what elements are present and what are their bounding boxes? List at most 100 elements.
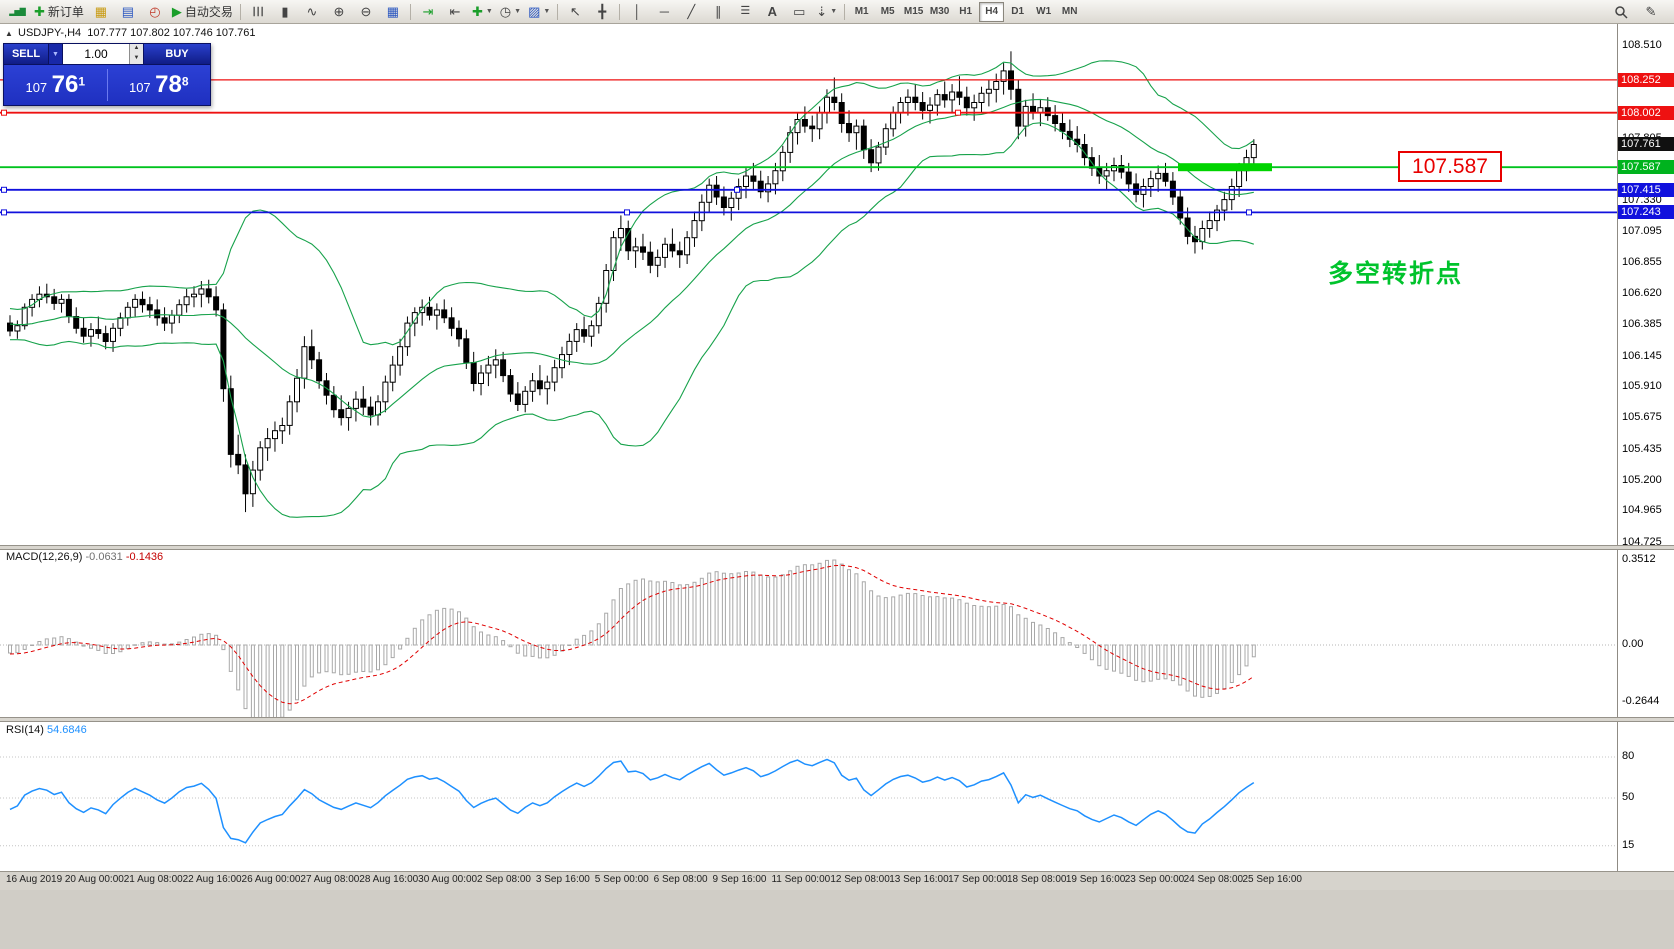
app-chart-icon[interactable]: ▂▅▇ <box>9 7 26 16</box>
templates-icon[interactable]: ▨ ▼ <box>528 4 551 19</box>
macd-label: MACD(12,26,9) -0.0631 -0.1436 <box>6 551 164 563</box>
candle-body <box>470 362 477 384</box>
separator <box>409 3 411 20</box>
macd-bar <box>766 576 771 646</box>
timeframe-h1[interactable]: H1 <box>959 6 973 17</box>
highlight-segment[interactable] <box>1178 163 1272 172</box>
buy-price[interactable]: 107 788 <box>128 71 189 98</box>
macd-bar <box>501 640 506 646</box>
label-tool-icon[interactable]: ▭ <box>793 4 806 19</box>
macd-bar <box>324 644 329 673</box>
bar-chart-type-icon[interactable]: ☰ <box>250 5 266 18</box>
macd-bar <box>876 595 881 646</box>
time-axis[interactable] <box>0 871 1674 891</box>
candle-body <box>433 309 440 316</box>
chart-shift-icon[interactable]: ⇤ <box>449 4 461 19</box>
lot-size-input[interactable] <box>63 44 129 64</box>
timeframe-h4[interactable]: H4 <box>979 1 1005 22</box>
lot-stepper[interactable]: ▲ ▼ <box>129 44 144 64</box>
macd-bar <box>464 617 469 646</box>
search-icon[interactable] <box>1608 2 1634 22</box>
auto-scroll-icon[interactable]: ⇥ <box>422 4 434 19</box>
macd-bar <box>699 577 704 646</box>
candle-body <box>559 354 565 369</box>
line-handle[interactable] <box>624 209 630 216</box>
channel-tool-icon[interactable]: ∥ <box>715 4 722 19</box>
chevron-down-icon: ▼ <box>830 8 838 15</box>
candle-body <box>7 322 13 332</box>
timeframe-w1[interactable]: W1 <box>1036 6 1052 17</box>
line-handle[interactable] <box>734 186 740 193</box>
line-handle[interactable] <box>1 109 7 116</box>
one-click-collapse-icon[interactable]: ▲ <box>5 29 13 38</box>
pane-splitter-macd[interactable] <box>0 545 1674 550</box>
candle-body <box>971 102 978 109</box>
macd-bar <box>140 642 145 646</box>
candle-body <box>949 91 956 101</box>
crosshair-tool-icon[interactable]: ╋ <box>598 4 607 19</box>
market-watch-icon[interactable]: ◴ <box>149 4 161 19</box>
separator <box>557 3 559 20</box>
indicators-icon[interactable]: ✚ ▼ <box>471 4 493 19</box>
stepper-up-icon[interactable]: ▲ <box>133 45 140 51</box>
candle-body <box>73 316 80 329</box>
profiles-icon[interactable]: ▤ <box>121 4 135 19</box>
line-handle[interactable] <box>1 186 7 193</box>
candle-body <box>146 304 153 311</box>
trendline-tool-icon[interactable]: ╱ <box>687 4 696 19</box>
text-tool-icon[interactable]: A <box>767 4 777 19</box>
timeframe-m15[interactable]: M15 <box>903 6 924 17</box>
zoom-in-icon[interactable]: ⊕ <box>333 4 345 19</box>
buy-button[interactable]: BUY <box>144 44 210 64</box>
line-handle[interactable] <box>955 109 961 116</box>
ohlc-values: 107.777 107.802 107.746 107.761 <box>87 27 256 39</box>
macd-bar <box>339 644 344 676</box>
symbol-ohlc-info: USDJPY-,H4 107.777 107.802 107.746 107.7… <box>18 27 256 39</box>
pane-splitter-rsi[interactable] <box>0 717 1674 722</box>
main-chart-pane <box>0 51 1617 518</box>
candle-body <box>389 364 396 383</box>
macd-bar <box>111 644 115 654</box>
candlestick-chart-type-icon[interactable]: ▮ <box>281 4 289 19</box>
timeframe-m30[interactable]: M30 <box>929 6 950 17</box>
candle-body <box>713 184 720 198</box>
fibonacci-tool-icon[interactable]: ☰ <box>740 5 751 17</box>
toolbar: ▂▅▇ ✚ 新订单 ▦ ▤ ◴ ▶ 自动交易 ☰ ▮ ∿ ⊕ ⊖ ▦ ⇥ ⇤ ✚ ▼ … <box>0 0 1674 24</box>
line-handle[interactable] <box>1246 209 1252 216</box>
toolbar-right: ✎ <box>1608 2 1670 22</box>
candle-body <box>1081 144 1088 159</box>
new-order-button[interactable]: ✚ 新订单 <box>31 2 87 22</box>
timeframe-mn[interactable]: MN <box>1061 6 1078 17</box>
turning-point-text[interactable]: 多空转折点 <box>1328 260 1464 288</box>
macd-bar <box>177 641 182 646</box>
macd-bar <box>883 597 888 646</box>
line-chart-type-icon[interactable]: ∿ <box>306 4 318 19</box>
macd-bar <box>714 571 719 646</box>
new-chart-icon[interactable]: ▦ <box>94 4 108 19</box>
price-callout-box[interactable]: 107.587 <box>1398 151 1502 182</box>
tile-windows-icon[interactable]: ▦ <box>386 4 400 19</box>
autotrading-button[interactable]: ▶ 自动交易 <box>169 2 236 22</box>
macd-bar <box>74 641 79 646</box>
stepper-down-icon[interactable]: ▼ <box>133 55 140 61</box>
timeframe-d1[interactable]: D1 <box>1011 6 1025 17</box>
sell-price[interactable]: 107 761 <box>25 71 86 98</box>
macd-bar <box>707 572 712 646</box>
periods-icon[interactable]: ◷ ▼ <box>499 4 522 19</box>
cursor-tool-icon[interactable]: ↖ <box>569 4 581 19</box>
macd-bar <box>935 596 940 646</box>
zoom-out-icon[interactable]: ⊖ <box>360 4 372 19</box>
price-axis[interactable] <box>1617 24 1674 871</box>
macd-bar <box>1067 642 1072 646</box>
timeframe-m1[interactable]: M1 <box>854 6 869 17</box>
sell-dropdown-icon[interactable]: ▼ <box>48 44 63 64</box>
edit-icon[interactable]: ✎ <box>1645 4 1657 19</box>
line-handle[interactable] <box>1 209 7 216</box>
sell-button[interactable]: SELL <box>4 44 48 64</box>
timeframe-m5[interactable]: M5 <box>880 6 895 17</box>
candle-body <box>801 119 808 127</box>
horizontal-line-tool-icon[interactable]: ─ <box>659 4 669 19</box>
vertical-line-tool-icon[interactable]: │ <box>633 4 642 19</box>
arrows-tool-icon[interactable]: ⇣ ▼ <box>816 4 838 19</box>
